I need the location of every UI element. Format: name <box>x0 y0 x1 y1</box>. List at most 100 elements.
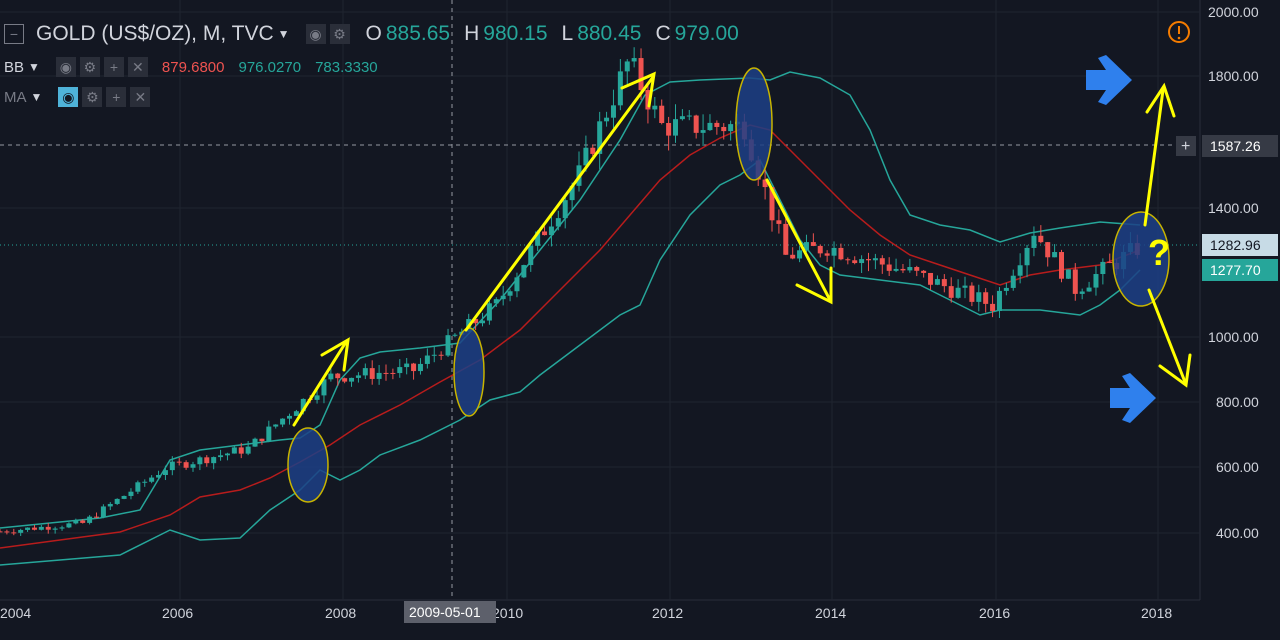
candle-body <box>872 258 878 261</box>
close-icon[interactable]: ✕ <box>127 57 148 77</box>
candle-body <box>94 516 99 518</box>
candle-body <box>480 320 485 324</box>
gear-icon[interactable]: ⚙ <box>79 57 100 77</box>
plus-icon[interactable]: + <box>106 87 127 107</box>
candle-body <box>252 438 258 447</box>
indicator-name-ma[interactable]: MA <box>4 88 27 106</box>
candle <box>810 233 816 247</box>
candle <box>831 241 837 268</box>
candle <box>355 372 361 383</box>
indicator-name-bb[interactable]: BB <box>4 58 25 76</box>
candle-body <box>769 187 775 221</box>
arrow-up-future <box>1143 82 1176 227</box>
gear-icon[interactable]: ⚙ <box>329 24 350 44</box>
candle-body <box>204 457 210 464</box>
bb-upper-band <box>0 71 1141 529</box>
candle-body <box>190 464 196 468</box>
candle <box>204 455 210 467</box>
price-tick: 1000.00 <box>1208 329 1259 345</box>
candle-body <box>176 461 182 463</box>
candle-body <box>631 58 637 62</box>
candle <box>1107 253 1113 264</box>
candle-body <box>321 379 327 396</box>
candle <box>879 255 885 274</box>
time-tick: 2014 <box>815 605 846 621</box>
candle-body <box>548 226 554 236</box>
candle-body <box>266 426 272 442</box>
candle <box>80 519 86 524</box>
candle <box>162 465 168 481</box>
candle-body <box>73 520 79 524</box>
price-tick: 1400.00 <box>1208 200 1259 216</box>
candle-body <box>686 115 692 117</box>
price-axis: 2000.00 1800.00 1400.00 1000.00 800.00 6… <box>1208 4 1259 541</box>
eye-icon[interactable]: ◉ <box>58 87 79 107</box>
candle <box>1017 253 1023 284</box>
candle <box>397 359 403 378</box>
gear-icon[interactable]: ⚙ <box>82 87 103 107</box>
candle <box>921 270 927 278</box>
candle <box>507 289 513 302</box>
candle-body <box>100 506 106 518</box>
chevron-down-icon[interactable]: ▼ <box>277 27 290 41</box>
eye-icon[interactable]: ◉ <box>55 57 76 77</box>
ohlc-close-label: C <box>655 22 671 45</box>
candle <box>852 256 858 265</box>
alert-icon[interactable] <box>1168 21 1190 43</box>
candle-body <box>1107 261 1113 263</box>
candle-body <box>1031 235 1037 248</box>
question-mark: ? <box>1148 232 1170 273</box>
candle-body <box>790 254 796 259</box>
candle <box>287 413 292 425</box>
ma-price: 1277.70 <box>1210 262 1261 278</box>
candle-body <box>610 105 616 118</box>
candle <box>886 257 892 276</box>
candle-body <box>66 523 72 528</box>
candle <box>218 449 224 461</box>
blue-arrows <box>1086 55 1156 423</box>
symbol-row: − GOLD (US$/OZ), M, TVC ▼ ◉ ⚙ O 885.65 H… <box>4 22 753 46</box>
indicator-row-bb: BB ▼ ◉ ⚙ + ✕ 879.6800 976.0270 783.3330 <box>4 57 392 77</box>
candle <box>610 89 616 129</box>
candle <box>266 420 272 443</box>
eye-icon[interactable]: ◉ <box>305 24 326 44</box>
candle-body <box>238 447 244 454</box>
candle <box>18 528 24 536</box>
candle-body <box>38 526 44 530</box>
close-icon[interactable]: ✕ <box>130 87 151 107</box>
candle-body <box>852 260 858 264</box>
candle-body <box>1079 291 1085 294</box>
candle-body <box>0 531 3 533</box>
crosshair-plus-button[interactable] <box>1176 136 1196 156</box>
candle <box>762 165 768 200</box>
candle-body <box>948 286 954 298</box>
plus-icon[interactable]: + <box>103 57 124 77</box>
candle <box>1045 241 1051 267</box>
candle-body <box>652 105 658 110</box>
collapse-icon[interactable]: − <box>4 24 24 44</box>
candle-body <box>1017 265 1023 276</box>
chevron-down-icon[interactable]: ▼ <box>30 90 43 104</box>
candle <box>176 457 182 466</box>
candle-body <box>831 247 837 256</box>
candle-body <box>114 498 120 504</box>
candle <box>1059 249 1064 283</box>
symbol-title[interactable]: GOLD (US$/OZ), M, TVC <box>36 22 274 45</box>
candle <box>914 265 920 277</box>
candle <box>955 279 961 299</box>
candle-body <box>355 375 361 378</box>
candle <box>149 475 155 484</box>
candle <box>907 258 913 273</box>
candle <box>390 368 396 380</box>
candle-body <box>590 147 596 154</box>
candle <box>100 504 106 519</box>
candle <box>1031 226 1037 257</box>
candle <box>976 284 982 312</box>
candle-body <box>555 218 561 227</box>
candle <box>52 526 58 534</box>
candle-body <box>928 272 934 285</box>
candle-body <box>1072 269 1078 294</box>
candle-body <box>18 529 24 533</box>
chevron-down-icon[interactable]: ▼ <box>28 60 40 74</box>
